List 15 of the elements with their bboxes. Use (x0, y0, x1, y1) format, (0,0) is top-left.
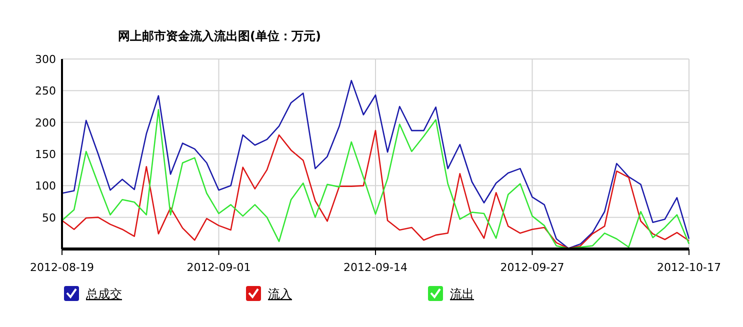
legend-label: 流入 (268, 287, 292, 301)
x-tick-label: 2012-10-17 (657, 261, 721, 274)
y-tick-label: 50 (42, 211, 56, 224)
x-tick-label: 2012-09-01 (186, 261, 251, 274)
y-tick-label: 200 (35, 116, 56, 130)
legend-label: 流出 (450, 287, 474, 301)
chart-title: 网上邮市资金流入流出图(单位：万元) (118, 29, 321, 43)
x-tick-label: 2012-09-27 (500, 261, 564, 274)
y-tick-label: 100 (35, 180, 56, 193)
y-tick-label: 150 (35, 148, 56, 161)
legend-label: 总成交 (85, 287, 122, 301)
y-tick-label: 300 (35, 53, 56, 66)
x-tick-label: 2012-09-14 (344, 261, 408, 274)
x-tick-label: 2012-08-19 (30, 261, 94, 274)
y-tick-label: 250 (35, 84, 56, 98)
